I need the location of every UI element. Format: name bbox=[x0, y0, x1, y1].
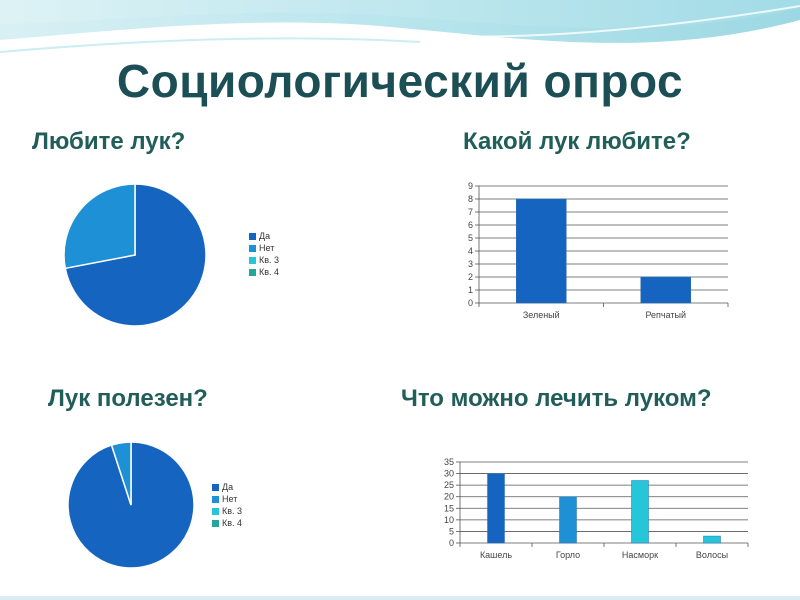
pie2-legend-label: Кв. 3 bbox=[222, 506, 243, 516]
pie1-legend-item: Кв. 4 bbox=[249, 266, 279, 278]
chart2-question: Какой лук любите? bbox=[463, 128, 691, 155]
pie1-legend-swatch bbox=[249, 256, 256, 264]
pie2-legend-item: Кв. 3 bbox=[212, 505, 242, 517]
pie2-legend-swatch bbox=[212, 483, 219, 491]
pie1-legend-swatch bbox=[249, 244, 256, 252]
pie2-legend-item: Нет bbox=[212, 493, 242, 505]
pie1-legend-label: Кв. 3 bbox=[259, 255, 280, 265]
pie1-legend-item: Нет bbox=[249, 242, 279, 254]
pie1-legend-item: Да bbox=[249, 230, 279, 242]
pie1-legend: Да Нет Кв. 3 Кв. 4 bbox=[249, 230, 279, 278]
pie2-legend-item: Кв. 4 bbox=[212, 517, 242, 529]
pie2-legend-label: Кв. 4 bbox=[222, 518, 243, 528]
page-title: Социологический опрос bbox=[116, 55, 684, 107]
chart4-question: Что можно лечить луком? bbox=[401, 385, 712, 412]
pie2-legend-swatch bbox=[212, 507, 219, 515]
pie1-legend-label: Да bbox=[259, 231, 271, 241]
pie1-legend-swatch bbox=[249, 268, 256, 276]
pie2-legend: Да Нет Кв. 3 Кв. 4 bbox=[212, 481, 242, 529]
pie1-legend-label: Нет bbox=[259, 243, 275, 253]
chart3-question: Лук полезен? bbox=[48, 385, 208, 412]
pie2-legend-item: Да bbox=[212, 481, 242, 493]
pie2-legend-label: Нет bbox=[222, 494, 238, 504]
pie1-legend-item: Кв. 3 bbox=[249, 254, 279, 266]
pie2-legend-swatch bbox=[212, 495, 219, 503]
pie2-legend-label: Да bbox=[222, 482, 234, 492]
chart1-question: Любите лук? bbox=[32, 128, 186, 155]
pie2-legend-swatch bbox=[212, 519, 219, 527]
pie1-legend-swatch bbox=[249, 232, 256, 240]
pie1-legend-label: Кв. 4 bbox=[259, 267, 280, 277]
